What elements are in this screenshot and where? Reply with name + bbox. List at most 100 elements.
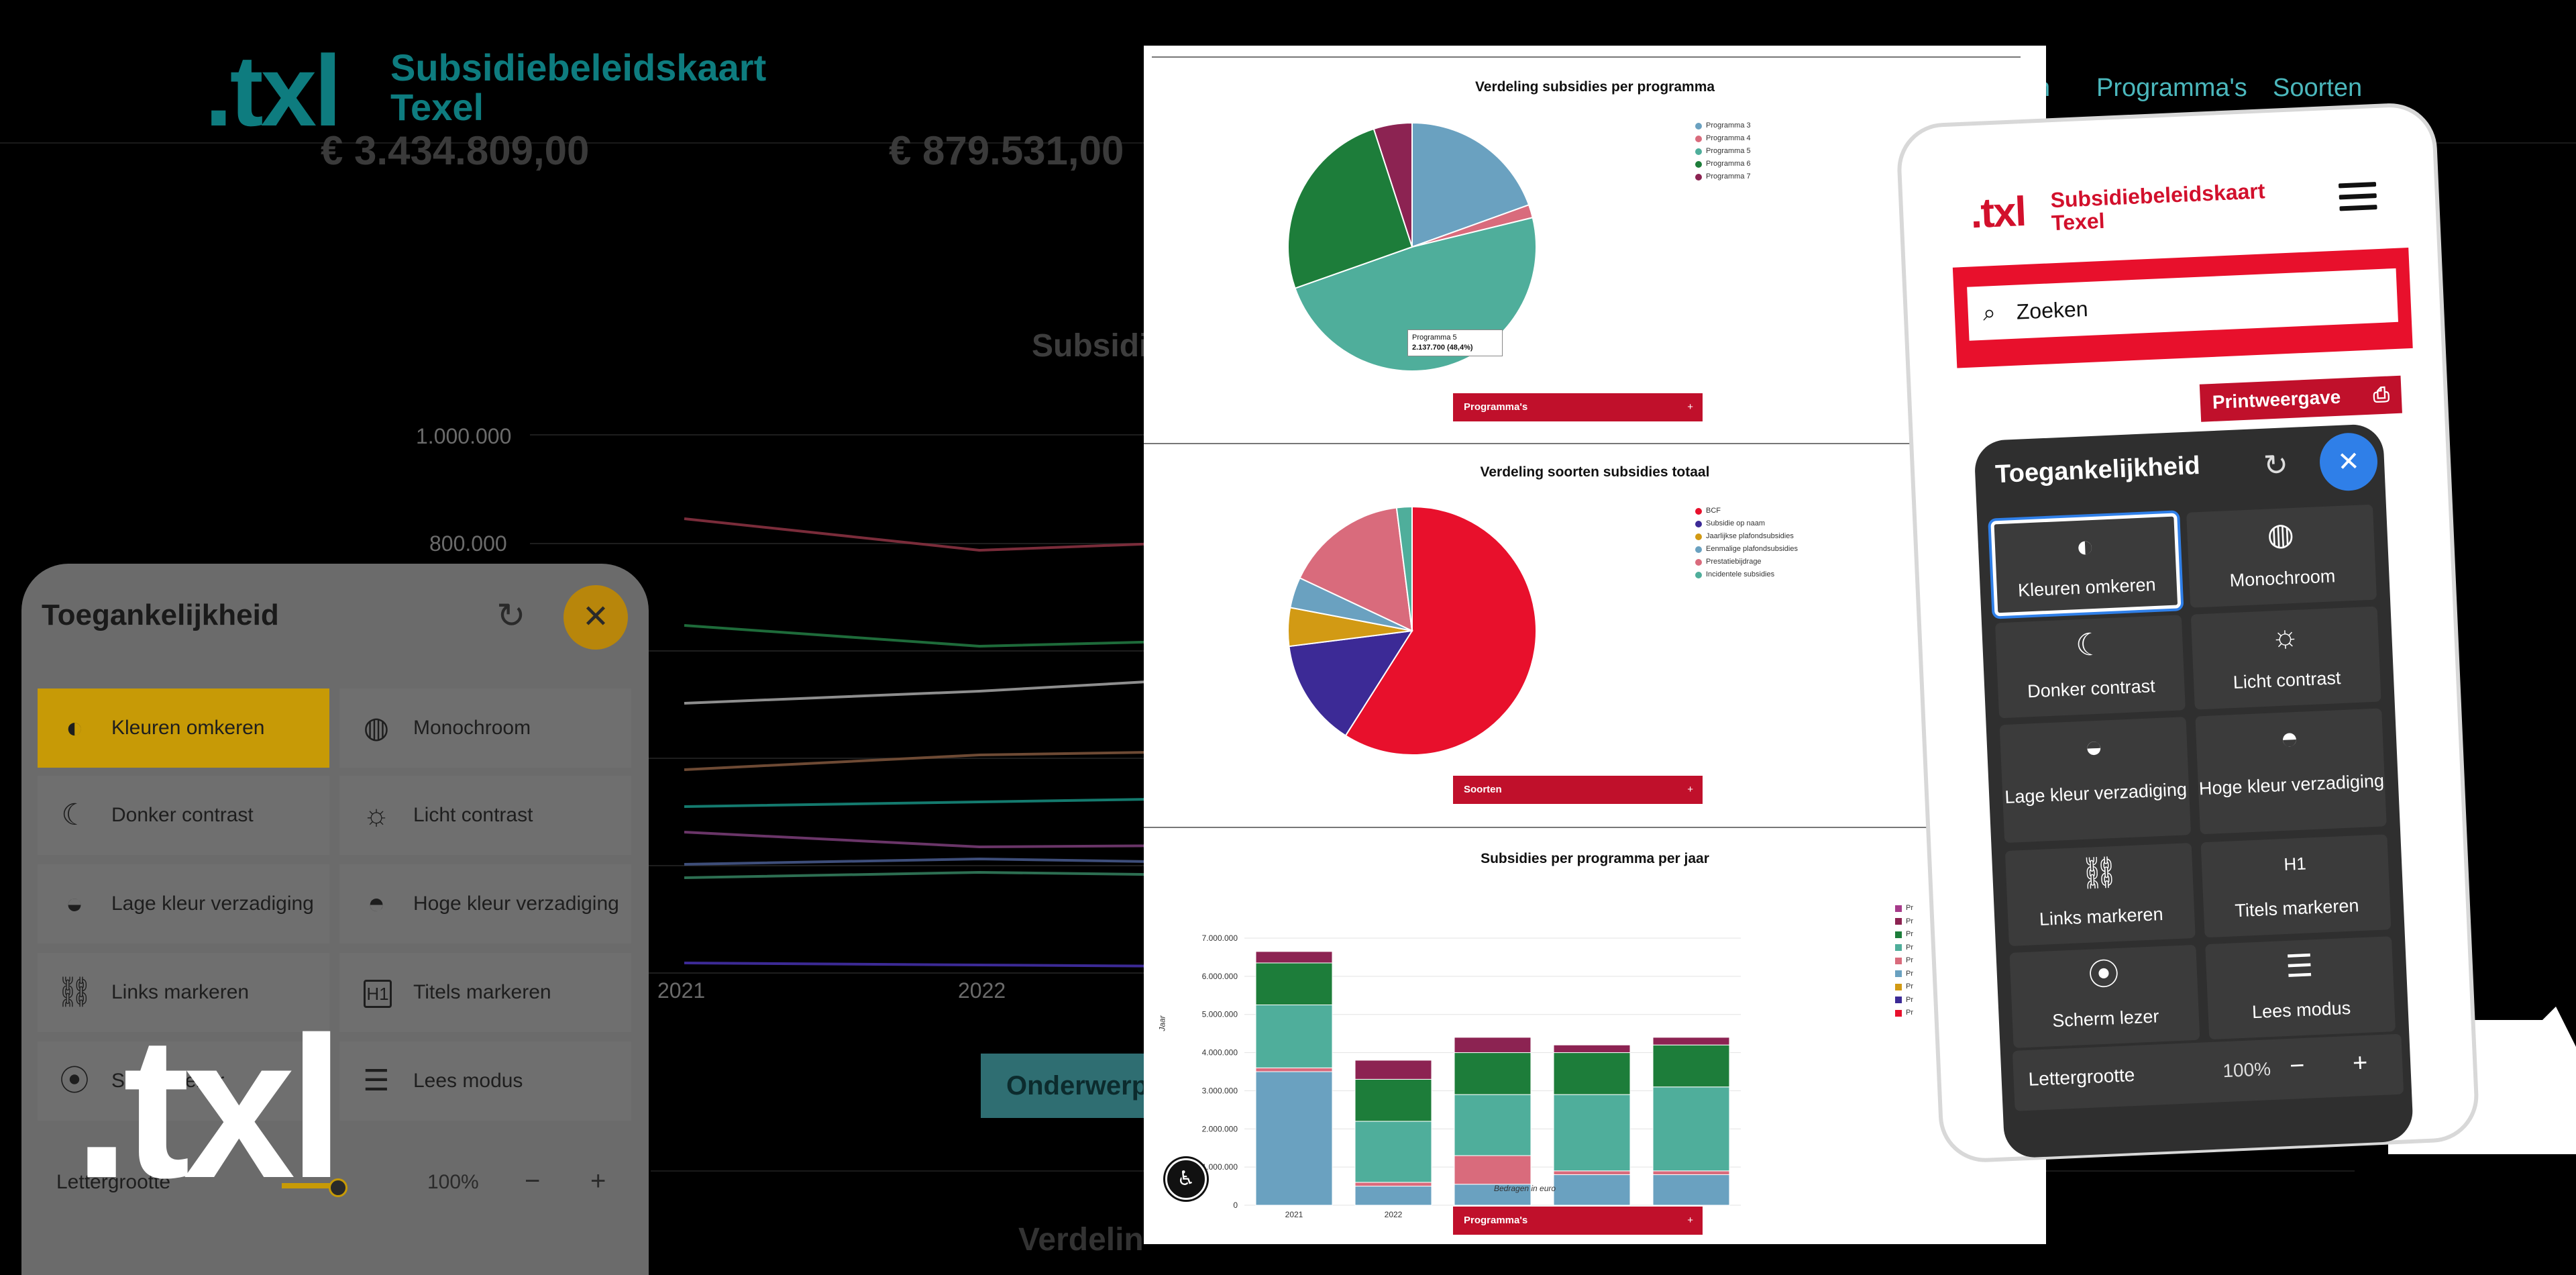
phone-print-button[interactable]: Printweergave ⎙ [2199,375,2402,422]
bar-segment-2022-programma-5[interactable] [1354,1121,1432,1183]
bar-segment-2025-programma-4[interactable] [1652,1170,1730,1176]
phone-logo-mark[interactable]: .txl [1969,188,2027,238]
pie2-soorten-button[interactable]: Soorten + [1453,776,1703,804]
pie2-legend-label: Subsidie op naam [1706,519,1766,527]
left-font-slider-handle[interactable] [329,1178,347,1197]
bar-segment-2023-programma-6[interactable] [1454,1052,1532,1095]
bg-series-line [684,797,1194,808]
bar-segment-2022-programma-4[interactable] [1354,1182,1432,1187]
phone-item-hoge-kleur[interactable]: ◓ Hoge kleur verzadiging [2195,708,2387,835]
bar-legend-item: Pr [1895,915,1913,929]
doc-rule [1152,56,2021,58]
bar-segment-2023-programma-4[interactable] [1454,1155,1532,1185]
bar-segment-2025-programma-3[interactable] [1652,1174,1730,1206]
phone-item-kleuren-omkeren[interactable]: ◐ Kleuren omkeren [1990,513,2182,617]
left-item-hoge-kleur[interactable]: ◓ Hoge kleur verzadiging [339,864,631,944]
left-item-lees-modus[interactable]: ☰ Lees modus [339,1041,631,1121]
pie-slice-programma-3[interactable] [1411,121,1530,248]
bar-y-tick: 0 [1233,1201,1238,1210]
phone-item-donker-contrast[interactable]: ☾ Donker contrast [1995,615,2186,719]
pie1-button-label: Programma's [1464,401,1528,413]
bar-legend-label: Pr [1906,917,1913,925]
bar-segment-2024-programma-7[interactable] [1553,1044,1631,1054]
phone-item-lage-kleur[interactable]: ◒ Lage kleur verzadiging [1999,717,2192,844]
bar-segment-2025-programma-6[interactable] [1652,1044,1730,1088]
pie1-programmas-button[interactable]: Programma's + [1453,393,1703,421]
bg-chart-title: Subsidi [1032,328,1148,364]
site-logo-mark[interactable]: .txl [205,34,342,147]
bar-segment-2024-programma-5[interactable] [1553,1094,1631,1172]
bar-segment-2023-programma-7[interactable] [1454,1037,1532,1054]
pie-slice-prestatiebijdrage[interactable] [1299,507,1413,632]
bg-onderwerpen-button[interactable]: Onderwerpe [981,1054,1163,1118]
bar-programmas-button[interactable]: Programma's + [1453,1207,1703,1235]
bar-segment-2025-programma-7[interactable] [1652,1037,1730,1046]
pie1-legend-item: Programma 4 [1695,132,1751,145]
overlay-logo: .txl [74,994,344,1220]
left-item-monochroom[interactable]: ◍ Monochroom [339,688,631,768]
pie1-tooltip-value: 2.137.700 (48,4%) [1412,344,1473,352]
phone-font-increase-button[interactable]: + [2352,1048,2369,1078]
bar-segment-2024-programma-3[interactable] [1553,1174,1631,1206]
bar-legend-label: Pr [1906,982,1913,990]
pie-slice-programma-6[interactable] [1287,128,1413,289]
bar-segment-2025-programma-5[interactable] [1652,1086,1730,1172]
bar-chart: 0 1.000.000 2.000.000 3.000.000 4.000.000 5.0… [1202,933,1741,1219]
bar-segment-2023-programma-3[interactable] [1454,1184,1532,1206]
left-panel-reset-icon[interactable]: ↻ [496,597,526,635]
bar-segment-2022-programma-6[interactable] [1354,1078,1432,1122]
left-item-donker-contrast[interactable]: ☾ Donker contrast [38,776,329,855]
site-logo-title-line1: Subsidiebeleidskaart [390,46,767,89]
left-item-titels-markeren[interactable]: H1 Titels markeren [339,953,631,1032]
phone-item-titels-markeren[interactable]: H1 Titels markeren [2200,834,2392,938]
heading-icon: H1 [364,980,392,1008]
bar-legend-label: Pr [1906,943,1913,952]
bar-segment-2021-programma-5[interactable] [1255,1005,1333,1068]
pie1-legend-item: Programma 3 [1695,119,1751,132]
pie-slice-programma-7[interactable] [1373,121,1413,248]
phone-item-lees-modus[interactable]: ☰ Lees modus [2205,936,2396,1040]
left-item-schermlezer[interactable]: ⦿ Schermlezer [38,1041,329,1121]
left-font-increase-button[interactable]: + [590,1166,606,1196]
bar-segment-2021-programma-6[interactable] [1255,962,1333,1006]
pie1-chart [1287,121,1537,372]
phone-item-licht-contrast[interactable]: ☼ Licht contrast [2190,606,2381,710]
monochrome-icon: ◍ [363,711,390,744]
bar-segment-2024-programma-6[interactable] [1553,1052,1631,1095]
pie1-legend-label: Programma 6 [1706,160,1751,168]
left-item-lage-kleur[interactable]: ◒ Lage kleur verzadiging [38,864,329,944]
phone-item-links-markeren[interactable]: ⛓ Links markeren [2004,842,2196,946]
pie2-legend-label: BCF [1706,507,1721,515]
left-font-decrease-button[interactable]: − [525,1166,541,1196]
left-item-kleuren-omkeren[interactable]: ◐ Kleuren omkeren [38,688,329,768]
nav-item-soorten[interactable]: Soorten [2273,74,2363,102]
pie2-legend: BCF Subsidie op naam Jaarlijkse plafonds… [1695,505,1798,581]
phone-item-scherm-lezer[interactable]: ⦿ Scherm lezer [2009,944,2200,1048]
pie-slice-bcf[interactable] [1344,505,1537,756]
phone-item-monochroom[interactable]: ◍ Monochroom [2186,504,2377,608]
bar-legend-item: Pr [1895,941,1913,955]
nav-item-programmas[interactable]: Programma's [2096,74,2247,102]
hamburger-menu-icon[interactable] [2338,182,2377,213]
bar-segment-2022-programma-7[interactable] [1354,1060,1432,1080]
left-font-slider[interactable] [282,1183,335,1188]
bar-segment-2022-programma-3[interactable] [1354,1186,1432,1206]
pie-slice-incidentele-subsidies[interactable] [1395,505,1413,631]
accessibility-button[interactable]: ♿ [1165,1158,1207,1200]
phone-font-decrease-button[interactable]: − [2289,1051,2306,1080]
left-font-size-value: 100% [427,1171,479,1193]
left-panel-close-button[interactable]: ✕ [564,585,628,650]
link-icon: ⛓ [56,976,93,1009]
pie2-legend-label: Jaarlijkse plafondsubsidies [1706,532,1794,540]
bar-segment-2021-programma-3[interactable] [1255,1071,1333,1206]
phone-panel-reset-icon[interactable]: ↻ [2263,448,2290,482]
bar-segment-2024-programma-4[interactable] [1553,1170,1631,1176]
bar-segment-2021-programma-7[interactable] [1255,951,1333,964]
bar-segment-2023-programma-5[interactable] [1454,1094,1532,1156]
left-item-licht-contrast[interactable]: ☼ Licht contrast [339,776,631,855]
pie-slice-subsidie-op-naam[interactable] [1288,629,1413,737]
left-item-links-markeren[interactable]: ⛓ Links markeren [38,953,329,1032]
pie1-legend-label: Programma 3 [1706,121,1751,130]
bar-segment-2021-programma-4[interactable] [1255,1067,1333,1072]
contrast-icon: ◐ [2075,527,2096,564]
